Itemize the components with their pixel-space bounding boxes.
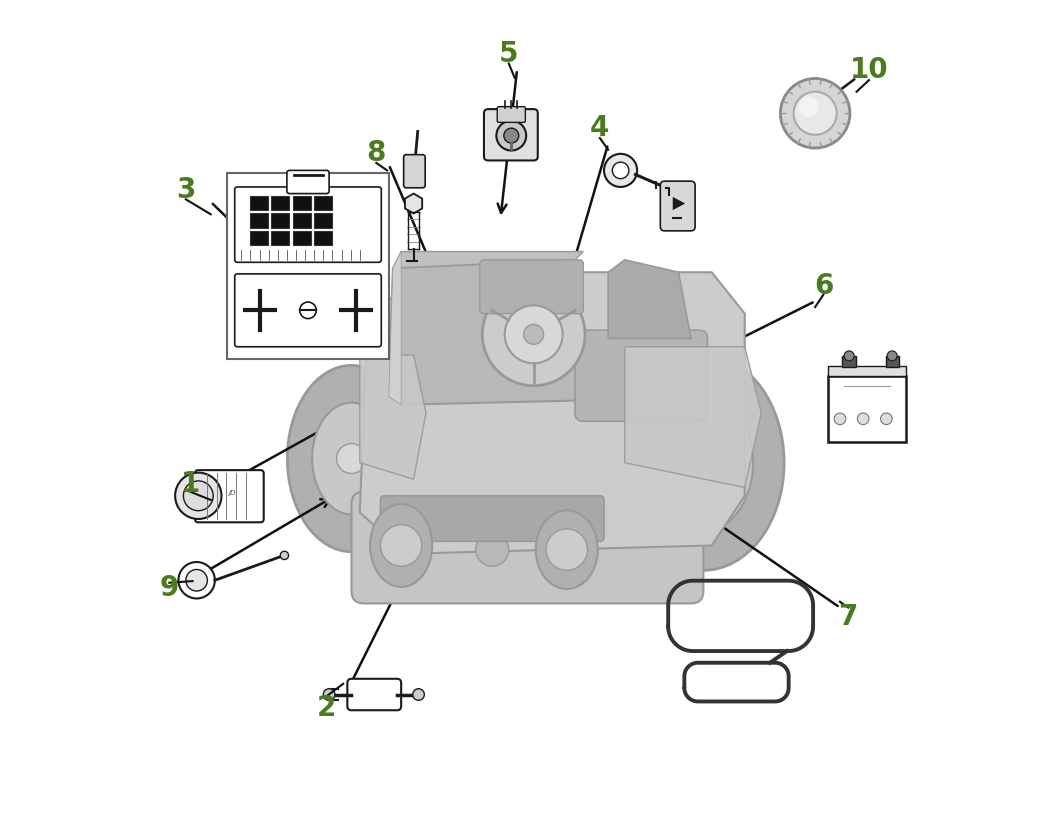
Ellipse shape (623, 356, 784, 571)
Bar (843, 356, 856, 368)
Ellipse shape (312, 403, 391, 514)
Text: 5: 5 (499, 40, 519, 68)
Text: JD: JD (228, 489, 235, 495)
Circle shape (497, 122, 526, 151)
Bar (250, 197, 268, 211)
Circle shape (475, 533, 508, 566)
Bar (315, 232, 333, 246)
Circle shape (612, 163, 629, 179)
Circle shape (887, 351, 897, 361)
Polygon shape (393, 252, 584, 269)
Circle shape (380, 525, 421, 566)
Bar (315, 197, 333, 211)
Bar (315, 214, 333, 228)
FancyBboxPatch shape (575, 331, 707, 422)
Polygon shape (389, 261, 584, 405)
Circle shape (175, 473, 221, 519)
Bar (292, 214, 311, 228)
FancyBboxPatch shape (661, 182, 695, 232)
Ellipse shape (653, 395, 753, 532)
Text: 2: 2 (317, 693, 337, 721)
Bar (827, 366, 907, 376)
Circle shape (685, 445, 721, 481)
Text: 6: 6 (813, 271, 833, 299)
FancyBboxPatch shape (380, 496, 604, 542)
Circle shape (844, 351, 854, 361)
Circle shape (183, 481, 213, 511)
Circle shape (834, 414, 846, 425)
Bar (885, 356, 899, 368)
Circle shape (482, 284, 585, 386)
Text: 7: 7 (839, 602, 858, 630)
Polygon shape (360, 356, 426, 480)
Bar (228, 174, 389, 360)
Polygon shape (608, 261, 690, 339)
Circle shape (546, 529, 588, 571)
Bar (250, 214, 268, 228)
Ellipse shape (370, 504, 432, 587)
Circle shape (504, 129, 519, 144)
Bar (271, 214, 289, 228)
Bar (271, 232, 289, 246)
FancyBboxPatch shape (484, 110, 538, 161)
Circle shape (281, 552, 288, 560)
Text: 3: 3 (176, 176, 196, 204)
FancyBboxPatch shape (498, 108, 525, 123)
Ellipse shape (287, 366, 415, 552)
FancyBboxPatch shape (287, 171, 329, 194)
Text: 10: 10 (849, 56, 889, 84)
Text: 1: 1 (180, 470, 200, 498)
Bar (292, 197, 311, 211)
Circle shape (397, 533, 430, 566)
Bar (271, 197, 289, 211)
Circle shape (524, 325, 543, 345)
Circle shape (780, 79, 850, 149)
Circle shape (505, 306, 562, 364)
FancyBboxPatch shape (403, 155, 425, 189)
FancyBboxPatch shape (195, 471, 264, 523)
Circle shape (178, 562, 215, 599)
Bar (292, 232, 311, 246)
Circle shape (300, 303, 317, 319)
Bar (827, 376, 907, 442)
Circle shape (881, 414, 892, 425)
FancyBboxPatch shape (235, 188, 381, 263)
Circle shape (858, 414, 869, 425)
Circle shape (413, 689, 425, 700)
Bar (250, 232, 268, 246)
FancyBboxPatch shape (235, 275, 381, 347)
FancyBboxPatch shape (347, 679, 401, 710)
Circle shape (323, 689, 335, 700)
Polygon shape (672, 198, 685, 211)
Ellipse shape (536, 510, 598, 589)
FancyBboxPatch shape (480, 261, 584, 314)
Circle shape (798, 98, 819, 117)
Circle shape (186, 570, 208, 591)
Polygon shape (389, 252, 401, 405)
Text: 4: 4 (590, 114, 610, 142)
Polygon shape (360, 273, 744, 554)
Text: 9: 9 (160, 573, 179, 601)
Circle shape (793, 93, 837, 136)
Circle shape (558, 533, 592, 566)
FancyBboxPatch shape (352, 492, 703, 604)
Circle shape (337, 444, 366, 474)
Polygon shape (405, 194, 423, 214)
Polygon shape (625, 347, 761, 488)
Text: 8: 8 (366, 139, 387, 167)
Circle shape (604, 155, 638, 188)
